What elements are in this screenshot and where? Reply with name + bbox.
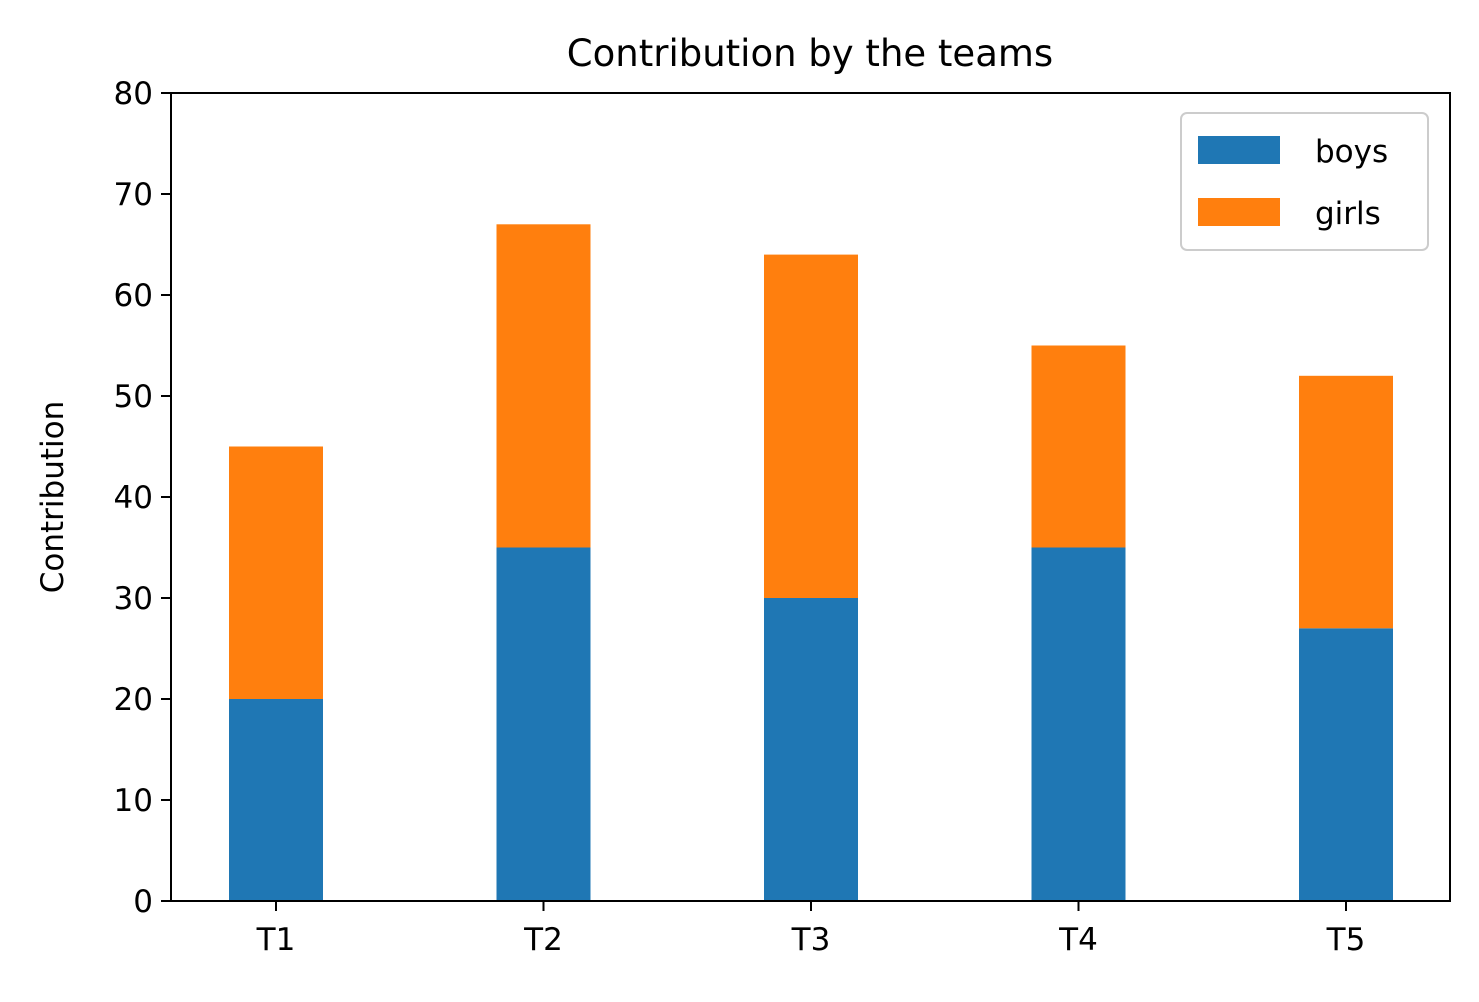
bar-girls-t4 — [1031, 345, 1126, 548]
x-tick-label: T2 — [523, 922, 563, 958]
bar-girls-t1 — [229, 446, 323, 699]
y-tick-label: 10 — [114, 783, 153, 819]
bar-boys-t5 — [1299, 628, 1393, 901]
y-tick-label: 30 — [114, 581, 153, 617]
bar-girls-t5 — [1299, 375, 1393, 629]
plot-area-frame — [170, 92, 1451, 902]
legend-box — [1180, 112, 1429, 251]
y-axis-ticks: 0 10 20 30 40 50 60 70 80 — [114, 76, 171, 920]
legend-label-girls: girls — [1315, 196, 1381, 232]
legend-swatch-boys — [1198, 136, 1280, 164]
x-axis-ticks: T1 T2 T3 T4 T5 — [256, 901, 1366, 958]
x-tick-label: T4 — [1058, 922, 1098, 958]
y-tick-label: 50 — [114, 379, 153, 415]
x-tick-label: T3 — [791, 922, 831, 958]
legend-swatch-girls — [1198, 198, 1280, 226]
x-tick-label: T5 — [1326, 922, 1366, 958]
bar-boys-t4 — [1031, 547, 1126, 901]
bar-girls-t3 — [764, 254, 858, 598]
y-axis-label: Contribution — [35, 401, 71, 593]
chart-title: Contribution by the teams — [567, 32, 1053, 75]
y-tick-label: 80 — [114, 76, 153, 112]
bar-boys-t3 — [764, 598, 858, 901]
bar-girls-t2 — [496, 224, 591, 548]
y-tick-label: 60 — [114, 278, 153, 314]
y-tick-label: 0 — [133, 884, 153, 920]
bar-boys-t2 — [496, 547, 591, 901]
legend: boys girls — [1180, 112, 1429, 251]
x-tick-label: T1 — [256, 922, 296, 958]
y-tick-label: 40 — [114, 480, 153, 516]
legend-label-boys: boys — [1315, 134, 1388, 170]
y-tick-label: 70 — [114, 177, 153, 213]
y-tick-label: 20 — [114, 682, 153, 718]
bar-boys-t1 — [229, 699, 323, 901]
bars-layer — [229, 224, 1393, 901]
